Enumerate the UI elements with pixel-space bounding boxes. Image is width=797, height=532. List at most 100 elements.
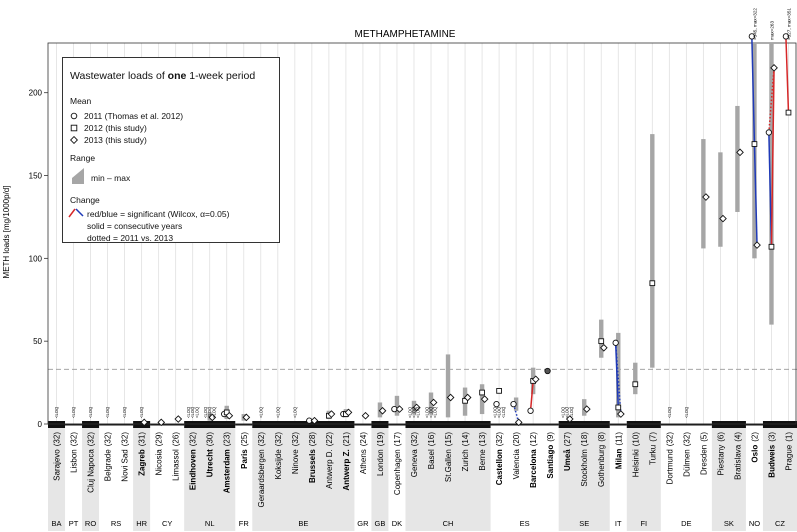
offscale-label: >345, max=322 <box>752 8 757 40</box>
city-label: Turku (7) <box>648 432 657 465</box>
city-count: (32) <box>274 432 283 447</box>
country-axis-segment <box>388 423 406 426</box>
city-name: Zurich <box>461 449 470 471</box>
city-name: Piestany <box>716 445 725 476</box>
country-label: PT <box>69 519 79 528</box>
y-tick-label: 0 <box>38 420 43 429</box>
country-axis-segment <box>609 423 627 426</box>
city-label: Zurich (14) <box>461 432 470 472</box>
city-name: Athens <box>359 449 368 474</box>
city-label: Berne (13) <box>478 432 487 471</box>
legend-range-swatch-icon <box>71 167 85 187</box>
city-name: Barcelona <box>529 449 538 488</box>
city-name: Dresden <box>699 445 708 475</box>
country-shade <box>711 427 746 531</box>
mean-2013-point <box>736 148 744 157</box>
country-axis-segment <box>65 423 83 426</box>
country-label: RS <box>111 519 121 528</box>
mean-2012-point <box>598 338 605 345</box>
mean-2013-point <box>429 398 438 407</box>
city-label: Valencia (20) <box>512 432 521 480</box>
legend-mean-heading: Mean <box>70 96 92 106</box>
city-label: Dresden (5) <box>699 432 708 475</box>
country-axis-segment <box>660 423 712 426</box>
loq-label: <LOQ <box>492 406 497 418</box>
legend-change-line-2: solid = consecutive years <box>87 221 183 231</box>
city-count: (32) <box>104 432 113 447</box>
city-label: Amsterdam (23) <box>223 432 232 494</box>
mean-2011-point <box>544 367 551 375</box>
mean-2013-point <box>378 406 387 415</box>
city-label: Castellon (32) <box>495 432 504 486</box>
range-bar <box>633 362 638 395</box>
city-label: Copenhagen (17) <box>393 432 402 495</box>
city-count: (28) <box>308 432 317 447</box>
country-axis-segment <box>354 423 372 426</box>
city-label: Geneva (32) <box>410 432 419 478</box>
mean-2013-point <box>361 411 370 420</box>
y-tick-label: 150 <box>29 172 43 181</box>
city-count: (30) <box>206 432 215 447</box>
loq-label: <LOQ <box>71 406 76 418</box>
city-count: (15) <box>444 432 453 447</box>
city-count: (32) <box>53 432 62 447</box>
country-label: FR <box>239 519 250 528</box>
city-count: (32) <box>682 432 691 447</box>
loq-label: <LOQ <box>407 406 412 418</box>
mean-2013-point <box>395 405 404 413</box>
mean-2011-point <box>493 400 500 408</box>
mean-2011-point <box>510 400 517 408</box>
city-name: Helsinki <box>631 449 640 477</box>
city-name: Geraardsbergen <box>257 449 266 507</box>
city-label: London (19) <box>376 432 385 476</box>
city-count: (24) <box>359 432 368 447</box>
country-label: IT <box>615 519 622 528</box>
country-label: HR <box>136 519 147 528</box>
city-label: Paris (25) <box>240 432 249 469</box>
country-axis-segment <box>184 421 236 428</box>
city-name: Antwerp D. <box>325 449 334 489</box>
city-count: (7) <box>648 432 657 442</box>
city-count: (16) <box>427 432 436 447</box>
city-label: Nicosia (29) <box>155 432 164 476</box>
city-label: Prague (1) <box>784 432 793 471</box>
city-label: Koksijde (32) <box>274 432 283 480</box>
city-name: Umeå <box>563 449 572 471</box>
loq-label: <LOQ <box>424 406 429 418</box>
city-count: (27) <box>563 432 572 447</box>
city-label: Dortmund (32) <box>665 432 674 485</box>
y-tick-label: 200 <box>29 89 43 98</box>
legend-mean-2011: 2011 (Thomas et al. 2012) <box>84 111 184 121</box>
change-line <box>751 36 756 145</box>
y-tick-label: 100 <box>29 254 43 263</box>
loq-label: <LOQ <box>416 406 421 418</box>
city-label: Basel (16) <box>427 432 436 470</box>
city-name: Amsterdam <box>223 449 232 493</box>
loq-label: <LOQ <box>565 406 570 418</box>
country-axis-segment <box>711 421 746 428</box>
city-name: Oslo <box>750 445 759 463</box>
country-axis-segment <box>150 423 185 426</box>
axes: 0 50 100 150 200 <box>29 42 797 429</box>
city-count: (32) <box>87 432 96 447</box>
loq-label: <LOQ <box>194 406 199 418</box>
mean-2012-point <box>615 404 622 411</box>
mean-2013-point <box>446 393 455 402</box>
mean-2013-point <box>208 413 217 422</box>
change-line <box>529 380 534 411</box>
mean-2013-point <box>242 413 251 422</box>
mean-2013-point <box>600 343 608 352</box>
loq-label: <LOQ <box>560 406 565 418</box>
legend-mean-2012: 2012 (this study) <box>84 123 147 133</box>
country-axis-segment <box>558 421 610 428</box>
mean-2013-point <box>412 403 421 412</box>
legend-circle-icon <box>70 112 78 122</box>
mean-2013-point <box>617 410 625 418</box>
city-label: Novi Sad (32) <box>121 432 130 482</box>
country-shading <box>48 427 797 531</box>
city-count: (3) <box>767 432 776 442</box>
range-bar <box>769 43 774 325</box>
legend-range-item: min – max <box>91 173 131 183</box>
city-label: Cluj Napoca (32) <box>87 432 96 493</box>
legend-square-icon <box>70 124 78 134</box>
